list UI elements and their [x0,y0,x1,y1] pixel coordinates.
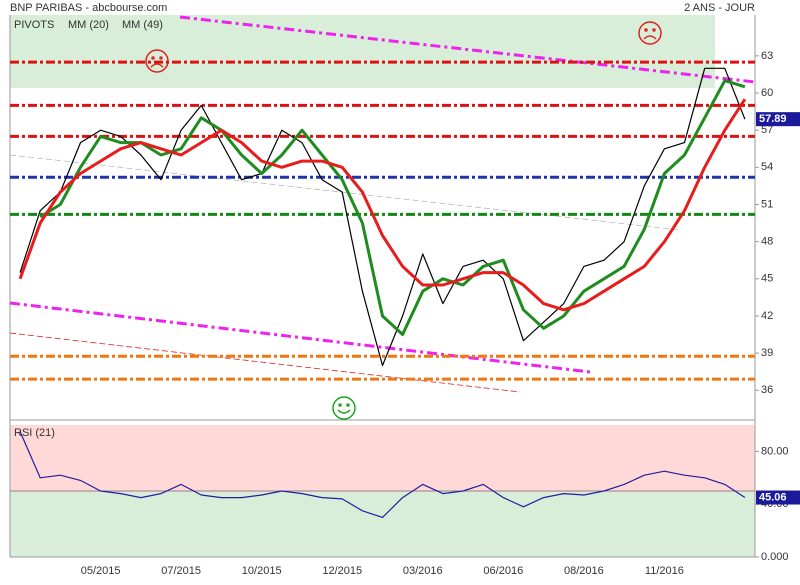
series-line [19,67,746,367]
y-tick-label: 42 [761,310,773,322]
x-tick-label: 03/2016 [403,565,443,577]
series-line [19,431,746,518]
y-tick-label: 45 [761,273,773,285]
trend-line [9,301,591,374]
y-tick-label: 36 [761,384,773,396]
trend-line [9,332,521,393]
last-value-label: 45.06 [759,491,787,503]
last-value-box [756,112,800,127]
legend-entry: MM (20) [68,19,109,31]
rsi-overbought-zone [10,425,755,492]
series-line [39,79,746,336]
y-tick-label: 39 [761,347,773,359]
y-tick-label: 51 [761,198,773,210]
y-tick-label: 0.000 [761,551,789,563]
y-tick-label: 63 [761,50,773,62]
last-value-box [756,490,800,505]
smiley-happy [332,396,356,420]
series-line [18,98,747,312]
x-tick-label: 11/2016 [645,565,684,577]
x-tick-label: 12/2015 [322,565,362,577]
y-tick-label: 54 [761,161,773,173]
y-tick-label: 48 [761,236,773,248]
x-tick-label: 10/2015 [242,565,282,577]
y-tick-label: 80.00 [761,445,789,457]
x-tick-label: 07/2015 [161,565,201,577]
x-tick-label: 06/2016 [483,565,523,577]
rsi-oversold-zone [10,492,755,557]
resistance-zone [10,15,715,88]
chart-title: BNP PARIBAS - abcbourse.com [10,2,167,14]
x-tick-label: 08/2016 [564,565,604,577]
y-tick-label: 57 [761,124,773,136]
last-value-label: 57.89 [759,113,787,125]
x-tick-label: 05/2015 [81,565,121,577]
y-tick-label: 60 [761,87,773,99]
rsi-title: RSI (21) [14,427,55,439]
trend-line [9,154,681,231]
trend-line [179,15,756,84]
legend-pivots: PIVOTS [14,19,54,31]
chart-subtitle: 2 ANS - JOUR [684,2,755,14]
legend-entry: MM (49) [122,19,163,31]
